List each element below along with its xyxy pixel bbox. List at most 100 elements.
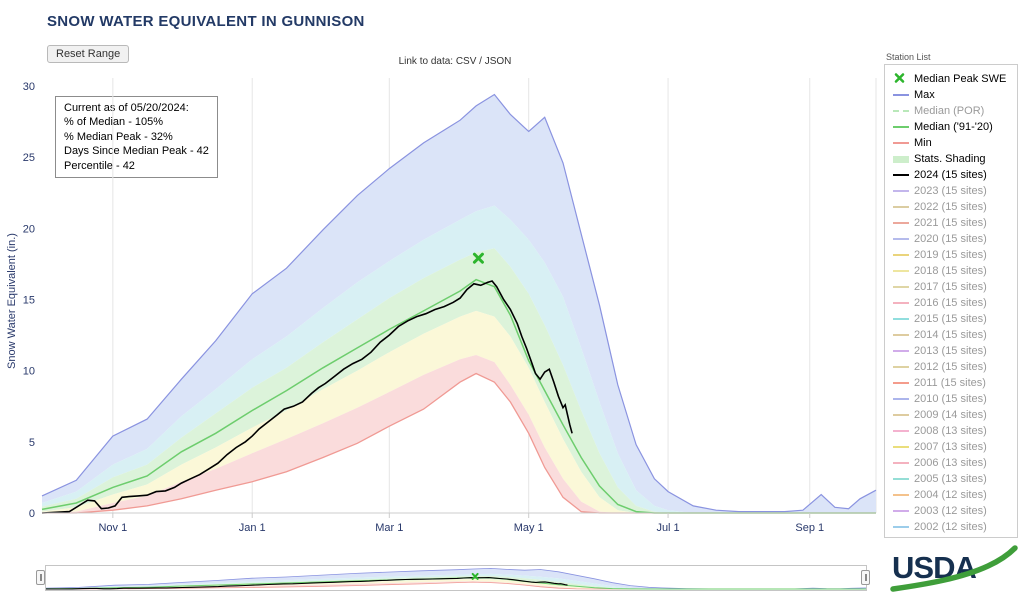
legend-item-label: 2002 (12 sites) [914,521,987,533]
legend-item-2024-15-sites[interactable]: 2024 (15 sites) [893,167,1013,183]
svg-text:Mar 1: Mar 1 [375,522,403,534]
line-swatch-icon [893,366,909,368]
info-line-current-date: Current as of 05/20/2024: [64,102,189,114]
svg-text:15: 15 [23,295,35,307]
legend-item-label: 2003 (12 sites) [914,505,987,517]
legend-item-2011-15-sites[interactable]: 2011 (15 sites) [893,375,1013,391]
line-swatch-icon [893,286,909,288]
legend-item-2010-15-sites[interactable]: 2010 (15 sites) [893,391,1013,407]
legend-item-median-peak-swe[interactable]: Median Peak SWE [893,71,1013,87]
reset-range-button[interactable]: Reset Range [47,45,130,63]
navigator-handle-right[interactable] [861,570,870,585]
legend-item-2020-15-sites[interactable]: 2020 (15 sites) [893,231,1013,247]
svg-text:0: 0 [29,508,35,520]
line-swatch-icon [893,462,909,464]
legend-item-label: Median ('91-'20) [914,121,993,133]
line-swatch-icon [893,174,909,176]
legend-item-label: 2015 (15 sites) [914,313,987,325]
legend-item-2018-15-sites[interactable]: 2018 (15 sites) [893,263,1013,279]
usda-logo-graphic: USDA [890,545,1018,592]
legend-item-min[interactable]: Min [893,135,1013,151]
legend-item-2002-12-sites[interactable]: 2002 (12 sites) [893,519,1013,535]
legend-item-label: 2022 (15 sites) [914,201,987,213]
legend-item-2017-15-sites[interactable]: 2017 (15 sites) [893,279,1013,295]
svg-text:20: 20 [23,223,35,235]
legend-item-2007-13-sites[interactable]: 2007 (13 sites) [893,439,1013,455]
line-swatch-icon [893,526,909,528]
handle-grip-icon [39,574,42,581]
line-swatch-icon [893,430,909,432]
legend-item-2014-15-sites[interactable]: 2014 (15 sites) [893,327,1013,343]
legend-item-2005-13-sites[interactable]: 2005 (13 sites) [893,471,1013,487]
line-swatch-icon [893,254,909,256]
legend-item-label: Stats. Shading [914,153,986,165]
legend-item-2003-12-sites[interactable]: 2003 (12 sites) [893,503,1013,519]
svg-text:Jul 1: Jul 1 [656,522,679,534]
dashed-line-swatch-icon [893,110,909,112]
legend-item-label: 2023 (15 sites) [914,185,987,197]
legend-item-2015-15-sites[interactable]: 2015 (15 sites) [893,311,1013,327]
legend-item-2016-15-sites[interactable]: 2016 (15 sites) [893,295,1013,311]
line-swatch-icon [893,334,909,336]
legend-item-median-91-20[interactable]: Median ('91-'20) [893,119,1013,135]
legend-item-label: Max [914,89,935,101]
line-swatch-icon [893,238,909,240]
line-swatch-icon [893,446,909,448]
legend-item-label: 2010 (15 sites) [914,393,987,405]
band-swatch-icon [893,155,909,163]
line-swatch-icon [893,302,909,304]
legend-item-2022-15-sites[interactable]: 2022 (15 sites) [893,199,1013,215]
svg-text:5: 5 [29,437,35,449]
usda-logo: USDA [890,545,1018,597]
legend-item-label: 2014 (15 sites) [914,329,987,341]
navigator-chart[interactable] [45,565,867,591]
legend-item-2009-14-sites[interactable]: 2009 (14 sites) [893,407,1013,423]
legend-item-median-por[interactable]: Median (POR) [893,103,1013,119]
legend-item-label: 2005 (13 sites) [914,473,987,485]
legend-item-2008-13-sites[interactable]: 2008 (13 sites) [893,423,1013,439]
line-swatch-icon [893,270,909,272]
svg-text:25: 25 [23,152,35,164]
legend-item-2006-13-sites[interactable]: 2006 (13 sites) [893,455,1013,471]
legend-item-2013-15-sites[interactable]: 2013 (15 sites) [893,343,1013,359]
info-line-pct-median-peak: % Median Peak - 32% [64,130,173,143]
legend-item-label: 2017 (15 sites) [914,281,987,293]
legend-item-2019-15-sites[interactable]: 2019 (15 sites) [893,247,1013,263]
legend-item-label: Median (POR) [914,105,985,117]
legend-item-2023-15-sites[interactable]: 2023 (15 sites) [893,183,1013,199]
legend-item-label: 2021 (15 sites) [914,217,987,229]
info-line-days-since-peak: Days Since Median Peak - 42 [64,145,209,158]
line-swatch-icon [893,190,909,192]
legend-item-2012-15-sites[interactable]: 2012 (15 sites) [893,359,1013,375]
line-swatch-icon [893,206,909,208]
legend-item-label: Min [914,137,932,149]
line-swatch-icon [893,398,909,400]
legend-item-stats-shading[interactable]: Stats. Shading [893,151,1013,167]
line-swatch-icon [893,142,909,144]
handle-grip-icon [864,574,867,581]
legend-item-label: 2018 (15 sites) [914,265,987,277]
line-swatch-icon [893,126,909,128]
swe-main-chart[interactable]: Nov 1 Jan 1 Mar 1 May 1 Jul 1 Sep 1 0 5 10 15 20 25… [0,60,880,538]
line-swatch-icon [893,478,909,480]
svg-text:10: 10 [23,366,35,378]
svg-text:Sep 1: Sep 1 [795,522,824,534]
line-swatch-icon [893,350,909,352]
legend-item-2021-15-sites[interactable]: 2021 (15 sites) [893,215,1013,231]
legend-item-label: 2004 (12 sites) [914,489,987,501]
legend-item-2004-12-sites[interactable]: 2004 (12 sites) [893,487,1013,503]
data-links[interactable]: Link to data: CSV / JSON [398,56,512,67]
legend-item-label: 2024 (15 sites) [914,169,987,181]
svg-text:Nov 1: Nov 1 [98,522,127,534]
legend-item-label: 2012 (15 sites) [914,361,987,373]
legend-item-label: 2007 (13 sites) [914,441,987,453]
legend-item-label: 2009 (14 sites) [914,409,987,421]
current-info-box: Current as of 05/20/2024: % of Median - … [55,96,218,179]
legend-item-max[interactable]: Max [893,87,1013,103]
navigator-handle-left[interactable] [36,570,45,585]
line-swatch-icon [893,94,909,96]
line-swatch-icon [893,510,909,512]
line-swatch-icon [893,494,909,496]
line-swatch-icon [893,222,909,224]
